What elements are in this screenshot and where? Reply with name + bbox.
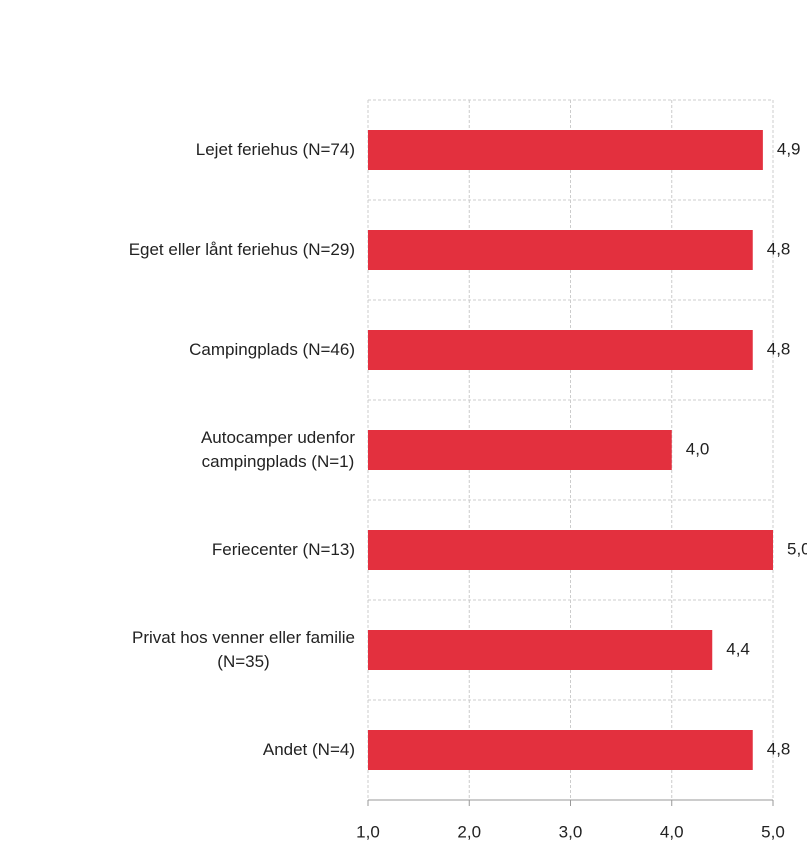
bar	[368, 230, 753, 270]
value-label: 4,8	[767, 239, 791, 258]
bar	[368, 730, 753, 770]
value-label: 5,0	[787, 539, 807, 558]
value-label: 4,8	[767, 339, 791, 358]
bar	[368, 430, 672, 470]
value-label: 4,0	[686, 439, 710, 458]
x-tick-label: 1,0	[356, 822, 380, 841]
category-label: Eget eller lånt feriehus (N=29)	[128, 240, 355, 259]
value-label: 4,4	[726, 639, 750, 658]
x-tick-label: 4,0	[660, 822, 684, 841]
category-label: Campingplads (N=46)	[189, 340, 355, 359]
category-label: Andet (N=4)	[262, 740, 355, 759]
bar	[368, 330, 753, 370]
bar	[368, 530, 773, 570]
x-tick-label: 3,0	[559, 822, 583, 841]
category-label: Privat hos venner eller familie (N=35)	[132, 628, 355, 671]
bar	[368, 130, 763, 170]
bar	[368, 630, 713, 670]
value-label: 4,9	[777, 139, 801, 158]
x-tick-label: 5,0	[761, 822, 785, 841]
x-tick-label: 2,0	[457, 822, 481, 841]
category-label: Autocamper udenfor campingplads (N=1)	[200, 428, 355, 471]
value-label: 4,8	[767, 739, 791, 758]
category-label: Lejet feriehus (N=74)	[195, 140, 355, 159]
category-label: Feriecenter (N=13)	[211, 540, 355, 559]
